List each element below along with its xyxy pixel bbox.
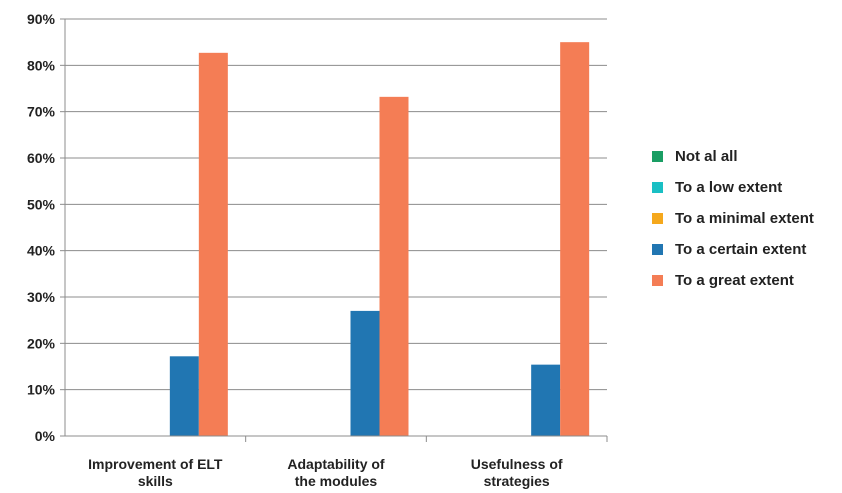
bar <box>379 96 409 436</box>
legend-label: To a great extent <box>675 272 794 289</box>
legend-label: Not al all <box>675 148 738 165</box>
gridlines <box>65 18 607 391</box>
bar <box>350 310 380 436</box>
y-tick-label: 0% <box>35 428 56 444</box>
x-tick-label: skills <box>138 473 173 489</box>
legend-label: To a certain extent <box>675 241 806 258</box>
y-tick-label: 60% <box>27 150 56 166</box>
legend-swatch <box>652 213 663 224</box>
x-tick-label: Improvement of ELT <box>88 456 223 472</box>
legend-label: To a low extent <box>675 179 782 196</box>
legend-swatch <box>652 151 663 162</box>
legend-label: To a minimal extent <box>675 210 814 227</box>
legend: Not al all To a low extent To a minimal ex… <box>652 148 814 289</box>
y-tick-label: 40% <box>27 243 56 259</box>
bar <box>169 356 199 436</box>
x-tick-label: strategies <box>484 473 550 489</box>
legend-swatch <box>652 275 663 286</box>
y-tick-label: 30% <box>27 289 56 305</box>
bar <box>198 52 228 436</box>
y-tick-label: 70% <box>27 104 56 120</box>
bar <box>560 42 590 437</box>
legend-swatch <box>652 244 663 255</box>
y-tick-label: 20% <box>27 335 56 351</box>
legend-swatch <box>652 182 663 193</box>
bar <box>531 364 561 436</box>
x-tick-label: Usefulness of <box>471 456 563 472</box>
y-tick-label: 10% <box>27 382 56 398</box>
bars <box>169 42 590 437</box>
x-tick-label: the modules <box>295 473 378 489</box>
x-tick-label: Adaptability of <box>287 456 385 472</box>
y-tick-label: 80% <box>27 57 56 73</box>
y-axis: 0% 10% 20% 30% 40% 50% 60% 70% 80% 90% <box>27 11 66 444</box>
y-tick-label: 50% <box>27 196 56 212</box>
y-tick-label: 90% <box>27 11 56 27</box>
